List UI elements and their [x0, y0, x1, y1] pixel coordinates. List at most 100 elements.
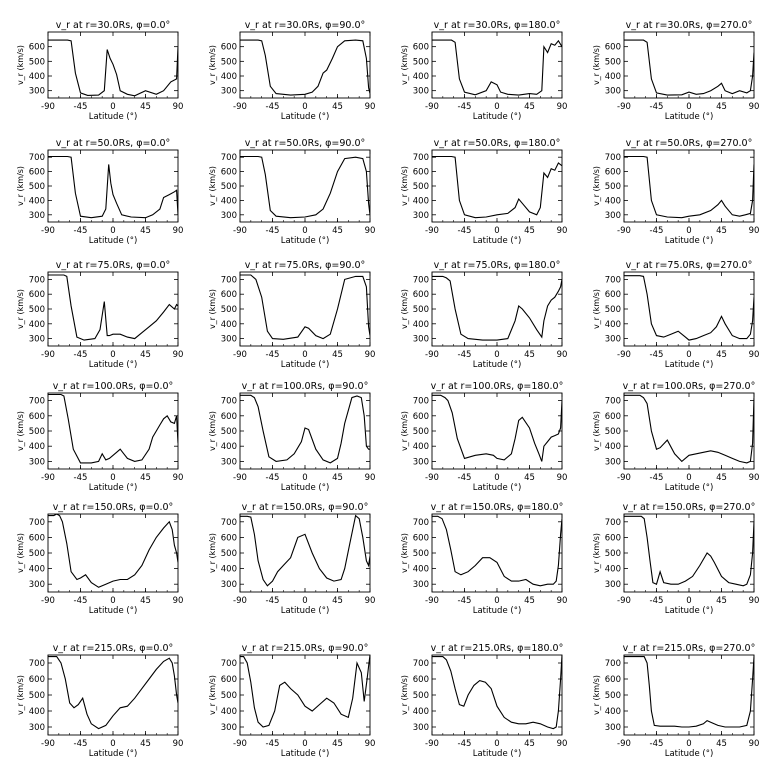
plot-frame	[47, 149, 179, 223]
x-tick-label: 0	[686, 102, 691, 112]
x-tick-label: 45	[332, 473, 343, 483]
x-tick-label: -45	[650, 596, 664, 606]
x-tick-label: -90	[425, 473, 439, 483]
x-tick-label: 90	[557, 596, 568, 606]
panel-title: v_r at r=100.0Rs, φ=270.0°	[623, 381, 756, 392]
y-tick-label: 400	[605, 320, 621, 330]
panel-r3-c2: v_r at r=100.0Rs, φ=180.0° -90 -45 0 45 90 300…	[400, 381, 567, 493]
y-tick-label: 600	[221, 290, 237, 300]
x-tick-label: -90	[233, 102, 247, 112]
x-tick-label: -45	[650, 102, 664, 112]
plot-frame	[47, 392, 179, 470]
panel-title: v_r at r=100.0Rs, φ=90.0°	[242, 381, 369, 392]
x-tick-label: 90	[365, 226, 376, 236]
y-tick-label: 300	[221, 580, 237, 590]
y-tick-label: 600	[29, 675, 45, 685]
x-tick-label: -90	[425, 596, 439, 606]
y-tick-label: 700	[605, 153, 621, 163]
y-tick-label: 500	[29, 691, 45, 701]
y-tick-label: 500	[221, 57, 237, 67]
x-tick-label: 90	[365, 596, 376, 606]
y-tick-label: 400	[413, 320, 429, 330]
panel-title: v_r at r=30.0Rs, φ=90.0°	[245, 20, 366, 31]
x-tick-label: 90	[749, 226, 760, 236]
y-tick-label: 500	[605, 427, 621, 437]
y-tick-label: 400	[29, 72, 45, 82]
x-tick-label: -90	[617, 596, 631, 606]
panel-title: v_r at r=150.0Rs, φ=90.0°	[242, 502, 369, 513]
panel-r0-c2: v_r at r=30.0Rs, φ=180.0° -90 -45 0 45 90 300 4…	[400, 20, 567, 122]
x-tick-label: 45	[524, 596, 535, 606]
x-tick-label: 0	[494, 473, 499, 483]
y-tick-label: 300	[29, 457, 45, 467]
x-tick-label: -45	[650, 350, 664, 360]
y-tick-label: 300	[29, 211, 45, 221]
panel-title: v_r at r=50.0Rs, φ=0.0°	[56, 138, 171, 149]
y-axis-label: v_r (km/s)	[16, 675, 25, 715]
series-line-vr	[432, 655, 562, 730]
y-tick-label: 500	[221, 549, 237, 559]
x-tick-label: 45	[332, 596, 343, 606]
y-tick-label: 700	[221, 397, 237, 407]
panel-title: v_r at r=75.0Rs, φ=0.0°	[56, 260, 171, 271]
x-tick-label: -45	[650, 473, 664, 483]
x-tick-label: -90	[617, 226, 631, 236]
y-tick-label: 500	[221, 691, 237, 701]
x-axis-label: Latitude (°)	[281, 749, 330, 759]
x-tick-label: 0	[110, 473, 115, 483]
y-tick-label: 400	[605, 72, 621, 82]
x-axis-label: Latitude (°)	[473, 749, 522, 759]
x-tick-label: -45	[458, 596, 472, 606]
series-line-vr	[432, 394, 562, 462]
plot-frame	[239, 149, 371, 223]
x-tick-label: -45	[266, 102, 280, 112]
panel-title: v_r at r=75.0Rs, φ=90.0°	[245, 260, 366, 271]
y-tick-label: 700	[605, 275, 621, 285]
y-tick-label: 600	[221, 43, 237, 53]
x-tick-label: 90	[557, 226, 568, 236]
y-tick-label: 400	[605, 196, 621, 206]
y-tick-label: 600	[605, 533, 621, 543]
panel-title: v_r at r=50.0Rs, φ=90.0°	[245, 138, 366, 149]
y-tick-label: 600	[221, 675, 237, 685]
panel-title: v_r at r=75.0Rs, φ=180.0°	[434, 260, 561, 271]
x-tick-label: 0	[494, 226, 499, 236]
x-tick-label: 90	[749, 596, 760, 606]
series-line-vr	[48, 274, 178, 341]
x-tick-label: -45	[74, 739, 88, 749]
y-tick-label: 400	[605, 442, 621, 452]
y-tick-label: 400	[413, 707, 429, 717]
y-tick-label: 700	[413, 397, 429, 407]
x-axis-label: Latitude (°)	[473, 606, 522, 616]
series-line-vr	[240, 514, 370, 587]
x-tick-label: -90	[41, 102, 55, 112]
y-tick-label: 400	[29, 565, 45, 575]
x-tick-label: 0	[494, 596, 499, 606]
y-tick-label: 400	[221, 707, 237, 717]
x-tick-label: -45	[266, 596, 280, 606]
y-tick-label: 300	[413, 457, 429, 467]
series-line-vr	[624, 275, 754, 341]
y-tick-label: 300	[605, 335, 621, 345]
y-axis-label: v_r (km/s)	[208, 45, 217, 85]
y-tick-label: 600	[413, 675, 429, 685]
y-axis-label: v_r (km/s)	[16, 166, 25, 206]
y-tick-label: 300	[221, 87, 237, 97]
y-tick-label: 500	[413, 691, 429, 701]
x-tick-label: -45	[458, 739, 472, 749]
y-axis-label: v_r (km/s)	[592, 45, 601, 85]
plot-frame	[623, 654, 755, 736]
y-tick-label: 400	[605, 565, 621, 575]
y-tick-label: 700	[605, 397, 621, 407]
y-tick-label: 600	[605, 290, 621, 300]
x-tick-label: 45	[140, 350, 151, 360]
plot-frame	[623, 271, 755, 347]
y-tick-label: 600	[605, 412, 621, 422]
y-tick-label: 400	[413, 442, 429, 452]
y-tick-label: 700	[413, 659, 429, 669]
y-tick-label: 500	[605, 549, 621, 559]
panel-r1-c0: v_r at r=50.0Rs, φ=0.0° -90 -45 0 45 90 300 400…	[16, 138, 183, 246]
y-tick-label: 400	[413, 196, 429, 206]
panel-title: v_r at r=75.0Rs, φ=270.0°	[626, 260, 753, 271]
